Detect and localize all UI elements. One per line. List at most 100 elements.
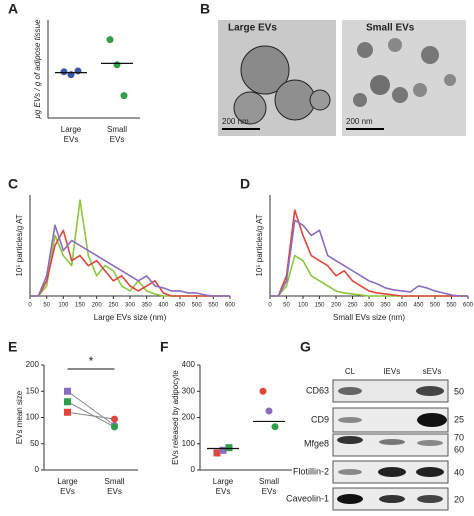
y-axis-label: 10⁵ particles/g AT	[15, 214, 24, 276]
y-axis-label: EVs mean size	[15, 390, 24, 444]
point	[120, 92, 128, 100]
x-tick-label: Small EVs	[104, 477, 124, 496]
y-axis-label: EVs released by adipocyte	[171, 370, 180, 465]
series-line	[30, 229, 230, 297]
point	[106, 36, 114, 44]
x-tick-label: 200	[331, 303, 342, 309]
x-tick-label: 350	[380, 303, 391, 309]
protein-label: CD9	[311, 414, 329, 424]
point	[213, 449, 221, 457]
micrograph-small	[342, 20, 466, 136]
x-tick-label: 200	[92, 303, 103, 309]
micrograph-label: Small EVs	[366, 23, 415, 34]
panel-letter: F	[160, 339, 169, 355]
point	[259, 387, 267, 395]
x-tick-label: 500	[192, 303, 203, 309]
x-tick-label: 250	[108, 303, 119, 309]
pair-line	[67, 401, 115, 428]
x-tick-label: 50	[283, 303, 290, 309]
x-tick-label: 300	[364, 303, 375, 309]
lane-label: lEVs	[384, 367, 400, 376]
x-tick-label: 0	[28, 303, 32, 309]
mw-marker: 20	[454, 494, 464, 504]
x-tick-label: 450	[175, 303, 186, 309]
y-tick-label: 300	[182, 386, 196, 395]
scale-bar-label: 200 nm	[346, 117, 373, 126]
point	[111, 423, 118, 431]
point	[265, 407, 273, 415]
point	[60, 68, 68, 76]
y-tick-label: 400	[182, 360, 196, 369]
protein-label: Flotillin-2	[293, 466, 329, 476]
pair-line	[67, 411, 115, 420]
lane-label: sEVs	[423, 367, 442, 376]
scale-bar-label: 200 nm	[222, 117, 249, 126]
protein-label: Mfge8	[304, 438, 329, 448]
point	[64, 398, 71, 406]
x-tick-label: 550	[446, 303, 457, 309]
x-tick-label: 0	[268, 303, 272, 309]
protein-label: Caveolin-1	[286, 493, 329, 503]
significance-label: *	[89, 354, 94, 368]
panel-letter: A	[8, 1, 18, 17]
series-line	[30, 199, 230, 297]
x-tick-label: 150	[75, 303, 86, 309]
series-line	[270, 254, 468, 297]
x-tick-label: 400	[397, 303, 408, 309]
panel-letter: B	[200, 1, 210, 17]
y-axis-label: μg EVs / g of adipose tissue	[33, 19, 42, 120]
panel-letter: C	[8, 176, 18, 192]
micrograph-label: Large EVs	[228, 23, 277, 34]
y-tick-label: 200	[26, 360, 40, 369]
panel-letter: D	[240, 176, 250, 192]
lane-label: CL	[345, 367, 356, 376]
y-tick-label: 100	[26, 413, 40, 422]
point	[111, 415, 118, 423]
y-tick-label: 0	[35, 465, 40, 474]
x-tick-label: 600	[463, 303, 474, 309]
mw-marker: 60	[454, 444, 464, 454]
x-axis-label: Large EVs size (nm)	[94, 313, 167, 322]
point	[219, 446, 227, 454]
mw-marker: 70	[454, 432, 464, 442]
protein-label: CD63	[306, 385, 329, 395]
x-tick-label: 550	[208, 303, 219, 309]
panel-letter: G	[300, 339, 311, 355]
micrograph-large	[218, 20, 336, 136]
axes	[43, 365, 138, 471]
x-tick-label: Small EVs	[107, 125, 127, 144]
point	[64, 387, 71, 395]
mw-marker: 50	[454, 386, 464, 396]
x-tick-label: 300	[125, 303, 136, 309]
x-tick-label: 100	[298, 303, 309, 309]
y-tick-label: 50	[30, 439, 39, 448]
x-tick-label: 250	[347, 303, 358, 309]
x-axis-label: Small EVs size (nm)	[333, 313, 405, 322]
x-tick-label: Large EVs	[57, 477, 78, 496]
x-tick-label: 150	[314, 303, 325, 309]
x-tick-label: 500	[430, 303, 441, 309]
point	[74, 67, 82, 75]
x-tick-label: 50	[43, 303, 50, 309]
y-tick-label: 0	[191, 465, 196, 474]
x-tick-label: 400	[158, 303, 169, 309]
x-tick-label: 450	[413, 303, 424, 309]
x-tick-label: Large EVs	[61, 125, 82, 144]
y-tick-label: 100	[182, 439, 196, 448]
y-tick-label: 200	[182, 413, 196, 422]
point	[113, 61, 121, 69]
axes	[47, 20, 140, 119]
series-line	[270, 209, 468, 297]
panel-letter: E	[8, 339, 17, 355]
x-tick-label: 350	[142, 303, 153, 309]
mw-marker: 25	[454, 414, 464, 424]
series-line	[30, 224, 230, 297]
x-tick-label: Small EVs	[259, 477, 279, 496]
x-tick-label: 100	[58, 303, 69, 309]
y-axis-label: 10⁵ particles/g AT	[255, 214, 264, 276]
point	[225, 444, 233, 452]
point	[271, 423, 279, 431]
pair-line	[67, 390, 115, 426]
blot	[332, 379, 449, 511]
